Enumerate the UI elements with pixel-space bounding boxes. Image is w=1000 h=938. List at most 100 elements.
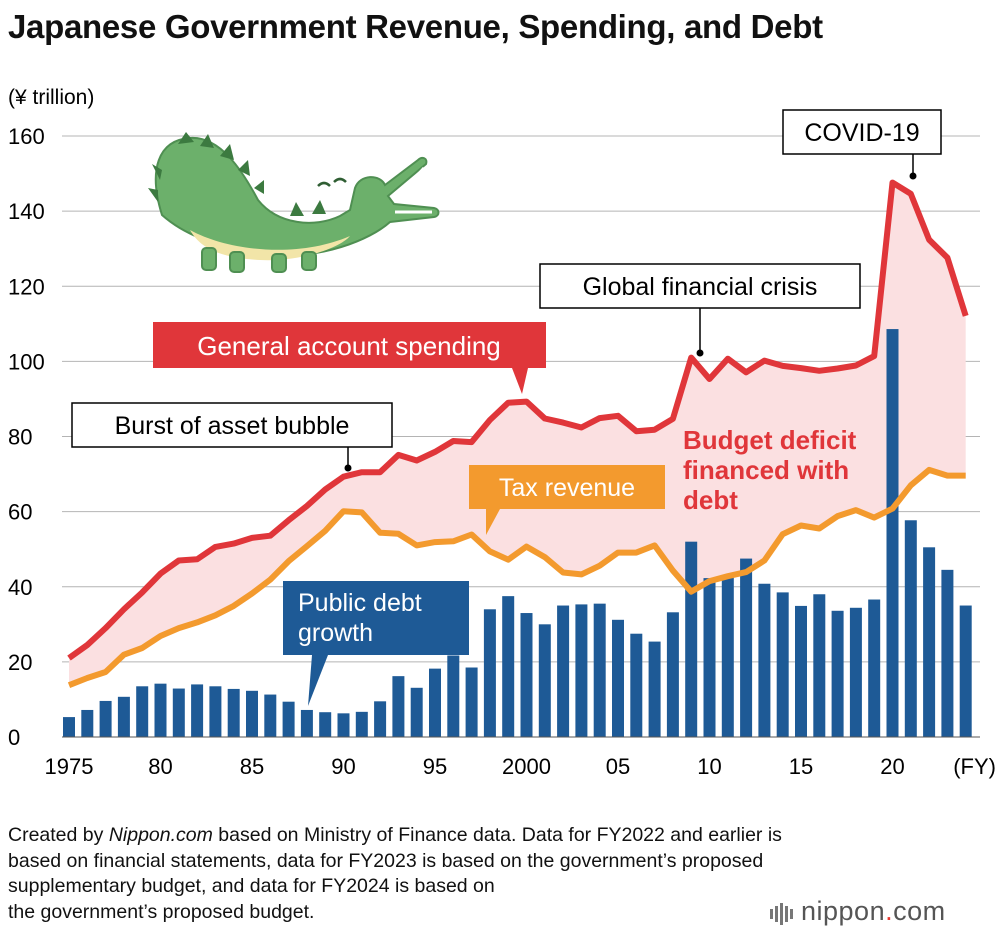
debt-bar — [99, 700, 112, 737]
debt-bar — [923, 547, 936, 737]
spending-label-box: General account spending — [153, 322, 546, 394]
y-tick-label: 100 — [8, 349, 45, 374]
debt-bar — [776, 592, 789, 737]
x-tick-labels: 1975 80 85 90 95 2000 05 10 15 20 — [45, 754, 905, 779]
x-tick-label: 2000 — [502, 754, 551, 779]
y-tick-label: 40 — [8, 575, 32, 600]
gfc-label: Global financial crisis — [583, 273, 818, 301]
debt-bar — [429, 668, 441, 737]
y-tick-label: 60 — [8, 500, 32, 525]
y-tick-label: 160 — [8, 124, 45, 149]
x-tick-label: 20 — [880, 754, 904, 779]
debt-bar — [703, 578, 716, 737]
covid-callout: COVID-19 — [782, 109, 942, 180]
y-tick-label: 140 — [8, 199, 45, 224]
debt-bar — [959, 605, 972, 737]
y-tick-labels: 0 20 40 60 80 100 120 140 160 — [8, 124, 45, 750]
debt-bar — [630, 633, 643, 737]
x-tick-label: 95 — [423, 754, 447, 779]
debt-label-line-1: Public debt — [298, 589, 422, 617]
debt-bar — [612, 619, 624, 737]
spending-label: General account spending — [197, 331, 501, 361]
debt-bar — [300, 709, 313, 737]
debt-bar — [136, 686, 149, 737]
deficit-label-line-1: Budget deficit — [683, 425, 857, 455]
x-tick-label: 85 — [240, 754, 264, 779]
debt-bar — [575, 604, 588, 737]
debt-bar — [557, 605, 570, 737]
footnote-line-4: the government’s proposed budget. — [8, 900, 315, 923]
debt-bar — [410, 687, 423, 737]
debt-bar — [831, 610, 844, 737]
debt-bar — [795, 605, 807, 737]
debt-bar — [63, 717, 75, 737]
x-tick-label: 1975 — [45, 754, 94, 779]
spending-line — [67, 179, 969, 661]
debt-bar — [172, 688, 185, 737]
debt-bar — [868, 599, 881, 737]
burst-label: Burst of asset bubble — [115, 412, 350, 440]
debt-bar — [740, 558, 753, 737]
y-tick-label: 0 — [8, 725, 20, 750]
y-tick-label: 20 — [8, 650, 32, 675]
debt-bar — [227, 688, 240, 737]
burst-callout: Burst of asset bubble — [71, 402, 393, 472]
footnote-line-1: Created by Nippon.com based on Ministry … — [8, 824, 782, 846]
debt-bar — [721, 576, 734, 737]
debt-bar — [117, 696, 130, 737]
sound-bars-icon — [770, 897, 795, 928]
deficit-label-line-2: financed with — [683, 455, 849, 485]
debt-label-line-2: growth — [298, 619, 373, 647]
debt-bar — [849, 607, 862, 737]
tax-label: Tax revenue — [499, 474, 635, 502]
debt-bar — [904, 520, 917, 737]
debt-bar — [319, 712, 332, 737]
debt-bar — [685, 541, 698, 737]
debt-bars — [63, 329, 972, 737]
debt-bar — [264, 694, 277, 737]
chart-title: Japanese Government Revenue, Spending, a… — [8, 8, 823, 45]
debt-bar — [465, 667, 478, 737]
debt-bar — [154, 683, 167, 737]
debt-bar — [758, 583, 771, 737]
debt-label-box: Public debt growth — [283, 581, 469, 706]
debt-bar — [593, 603, 606, 737]
debt-bar — [81, 709, 94, 737]
chart-area: (¥ trillion) 0 20 40 60 80 100 120 140 160 1975 8… — [8, 86, 996, 779]
debt-bar — [538, 624, 551, 737]
debt-bar — [886, 329, 899, 737]
debt-bar — [502, 596, 515, 737]
footnote: Created by Nippon.com based on Ministry … — [8, 823, 998, 925]
source-name: Nippon.com — [108, 824, 213, 846]
deficit-label: Budget deficit financed with debt — [683, 425, 857, 515]
debt-bar — [209, 686, 222, 737]
x-tick-label: 10 — [697, 754, 721, 779]
debt-bar — [941, 569, 954, 737]
x-tick-label: 90 — [331, 754, 355, 779]
y-tick-label: 120 — [8, 274, 45, 299]
debt-bar — [374, 701, 387, 737]
debt-bar — [246, 690, 258, 737]
debt-bar — [355, 711, 368, 737]
x-tick-label: 05 — [606, 754, 630, 779]
y-unit-label: (¥ trillion) — [8, 86, 94, 109]
footnote-line-3: supplementary budget, and data for FY202… — [8, 875, 495, 897]
tax-label-box: Tax revenue — [469, 465, 665, 535]
deficit-label-line-3: debt — [683, 485, 738, 515]
debt-bar — [337, 713, 350, 737]
y-tick-label: 80 — [8, 425, 32, 450]
debt-bar — [483, 609, 496, 737]
crocodile-icon — [148, 132, 440, 273]
debt-bar — [447, 655, 460, 737]
debt-bar — [666, 612, 679, 737]
x-tick-label: 80 — [148, 754, 172, 779]
covid-label: COVID-19 — [804, 119, 919, 147]
x-tick-label: 15 — [789, 754, 813, 779]
debt-bar — [191, 684, 204, 737]
footnote-line-2: based on financial statements, data for … — [8, 849, 764, 872]
debt-bar — [520, 613, 533, 737]
gfc-callout: Global financial crisis — [539, 263, 861, 357]
tax-revenue-line — [67, 466, 966, 688]
nippon-logo: nippon.com — [770, 896, 946, 928]
x-unit-label: (FY) — [953, 754, 996, 779]
